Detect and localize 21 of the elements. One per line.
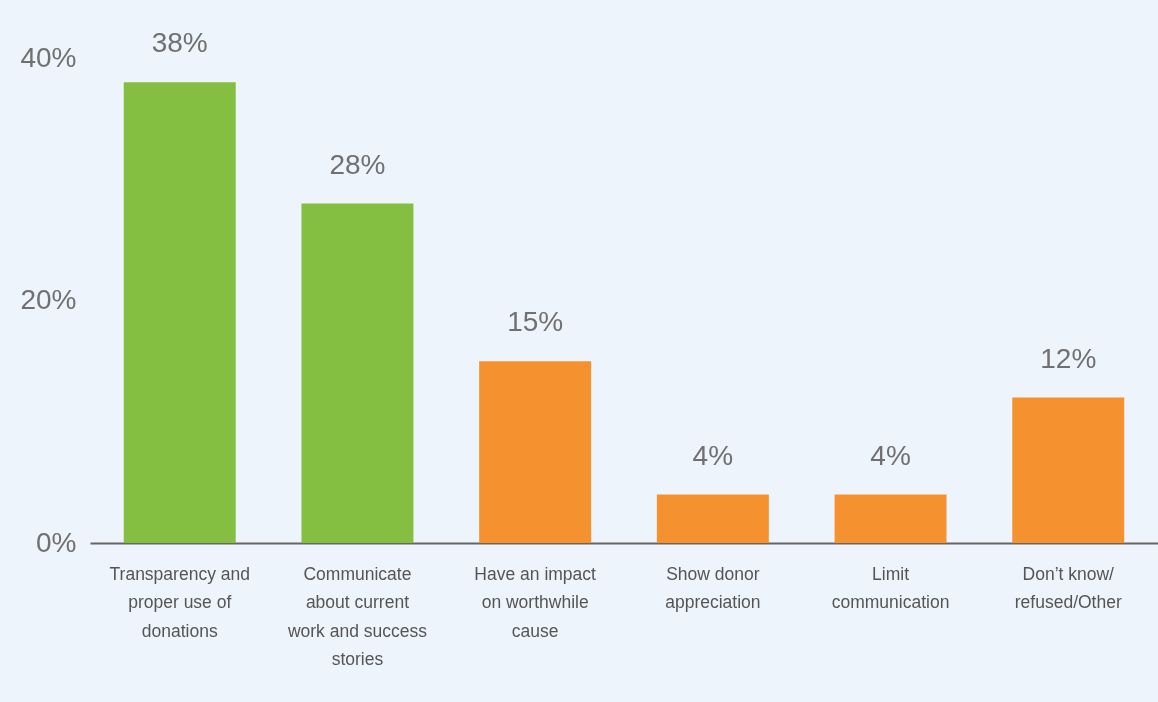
x-tick-label: Limit communication xyxy=(831,563,950,612)
bar xyxy=(834,494,947,543)
x-tick-label: Communicate about current work and success stories xyxy=(286,563,428,669)
y-tick-label: 0% xyxy=(36,526,77,558)
data-label: 38% xyxy=(151,27,208,59)
data-label: 4% xyxy=(692,439,734,471)
y-tick-label: 40% xyxy=(20,41,77,73)
bar xyxy=(1012,397,1125,543)
x-tick-label: Don’t know/refused/Other xyxy=(1014,563,1122,612)
data-label: 28% xyxy=(329,148,386,180)
bar xyxy=(123,82,236,543)
bar xyxy=(479,361,592,543)
x-tick-label: Show donor appreciation xyxy=(665,563,761,612)
y-tick-label: 20% xyxy=(20,284,77,315)
bar xyxy=(656,494,769,543)
x-tick-label: Have an impact on worthwhile cause xyxy=(474,563,597,641)
data-label: 15% xyxy=(507,306,564,338)
bar xyxy=(301,203,414,543)
x-tick-label: Transparency and proper use of donations xyxy=(109,563,250,641)
data-label: 12% xyxy=(1040,342,1097,374)
data-label: 4% xyxy=(870,439,911,471)
